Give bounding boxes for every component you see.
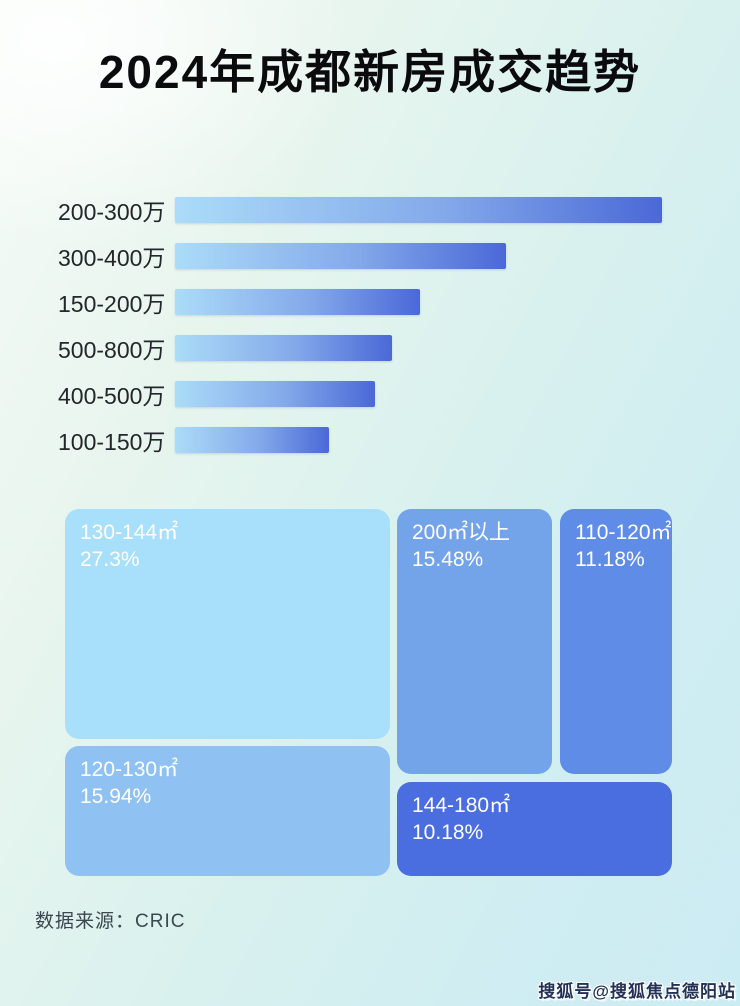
price-band-bar-chart: 200-300万 300-400万 150-200万 500-800万 400-…	[30, 197, 740, 455]
treemap-tile: 144-180㎡ 10.18%	[397, 782, 672, 876]
tile-value: 15.48%	[412, 548, 484, 572]
bar-row: 300-400万	[30, 243, 740, 271]
bar-category-label: 400-500万	[58, 383, 166, 409]
bar-track	[175, 243, 662, 269]
bar	[175, 381, 376, 407]
bar-row: 100-150万	[30, 427, 740, 455]
bar-track	[175, 381, 662, 407]
data-source-note: 数据来源：CRIC	[35, 911, 186, 932]
tile-value: 10.18%	[412, 821, 484, 845]
tile-label: 130-144㎡	[80, 521, 179, 544]
tile-value: 27.3%	[80, 548, 140, 572]
tile-label: 120-130㎡	[80, 758, 179, 781]
treemap-right-top-row: 200㎡以上 15.48% 110-120㎡ 11.18%	[397, 509, 672, 774]
bar-category-label: 100-150万	[58, 429, 166, 455]
bar	[175, 289, 420, 315]
tile-label: 200㎡以上	[412, 521, 511, 544]
bar-row: 150-200万	[30, 289, 740, 317]
bar-track	[175, 335, 662, 361]
tile-label: 144-180㎡	[412, 794, 511, 817]
bar-row: 500-800万	[30, 335, 740, 363]
bar-row: 400-500万	[30, 381, 740, 409]
bar-category-label: 200-300万	[58, 199, 166, 225]
treemap-tile: 130-144㎡ 27.3%	[65, 509, 390, 739]
treemap-right-column: 200㎡以上 15.48% 110-120㎡ 11.18% 144-180㎡ 1…	[397, 509, 672, 876]
tile-value: 11.18%	[575, 548, 645, 572]
bar	[175, 243, 507, 269]
bar-track	[175, 427, 662, 453]
bar-category-label: 300-400万	[58, 245, 166, 271]
tile-value: 15.94%	[80, 785, 152, 809]
bar	[175, 335, 393, 361]
bar	[175, 427, 329, 453]
bar	[175, 197, 662, 223]
bar-track	[175, 197, 662, 223]
page-title: 2024年成都新房成交趋势	[98, 46, 642, 98]
tile-label: 110-120㎡	[575, 521, 672, 544]
watermark: 搜狐号@搜狐焦点德阳站	[538, 982, 736, 1001]
bar-category-label: 500-800万	[58, 337, 166, 363]
treemap-tile: 200㎡以上 15.48%	[397, 509, 552, 774]
treemap-tile: 120-130㎡ 15.94%	[65, 746, 390, 876]
bar-row: 200-300万	[30, 197, 740, 225]
bar-category-label: 150-200万	[58, 291, 166, 317]
treemap-left-column: 130-144㎡ 27.3% 120-130㎡ 15.94%	[65, 509, 390, 876]
treemap-tile: 110-120㎡ 11.18%	[560, 509, 672, 774]
unit-size-treemap: 130-144㎡ 27.3% 120-130㎡ 15.94% 200㎡以上 15…	[65, 509, 672, 876]
bar-track	[175, 289, 662, 315]
